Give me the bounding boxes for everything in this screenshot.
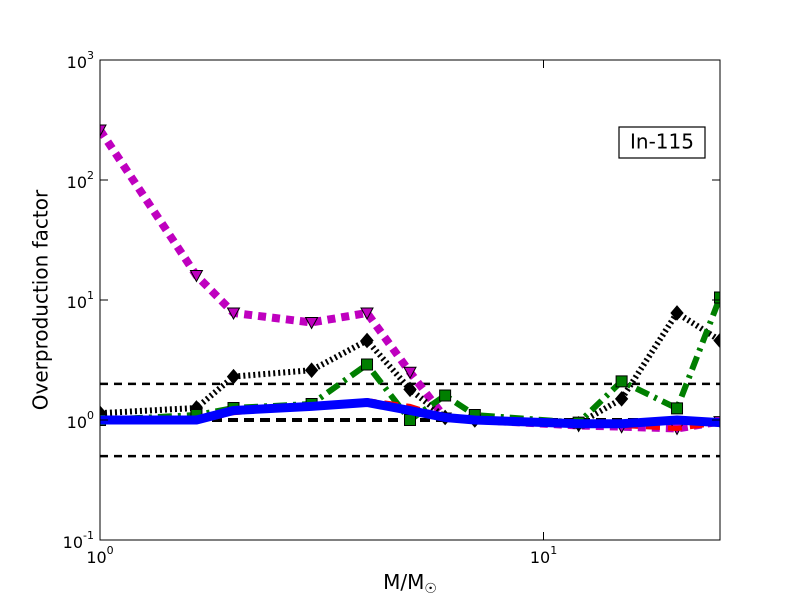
tick-label-exp: -1 [83, 529, 94, 542]
tick-label: 101 [67, 289, 94, 312]
tick-label-exp: 1 [550, 544, 557, 557]
marker [614, 391, 629, 407]
tick-label: 101 [530, 544, 557, 567]
tick-label: 10-1 [63, 529, 94, 552]
marker [226, 368, 241, 385]
marker [615, 375, 628, 388]
annotation-box [618, 126, 706, 159]
y-axis-label: Overproduction factor [29, 189, 53, 410]
tick-label-base: 10 [67, 173, 87, 192]
tick-label-exp: 0 [87, 409, 94, 422]
tick-label: 100 [67, 409, 94, 432]
tick-label: 102 [67, 169, 94, 192]
marker [670, 305, 684, 321]
series-line [100, 397, 720, 429]
x-axis-label-main: M/M [383, 570, 424, 594]
marker [361, 358, 374, 371]
tick-label-base: 10 [530, 548, 550, 567]
tick-label: 103 [67, 49, 94, 72]
marker [304, 362, 319, 378]
marker [403, 366, 417, 380]
tick-label-base: 10 [67, 413, 87, 432]
tick-label-exp: 3 [87, 49, 94, 62]
marker [403, 381, 417, 398]
tick-label: 100 [86, 544, 113, 567]
marker [100, 124, 107, 138]
tick-label-base: 10 [67, 53, 87, 72]
marker [671, 402, 684, 415]
tick-label-exp: 1 [87, 289, 94, 302]
marker [713, 332, 720, 349]
annotation: In-115 [630, 130, 694, 154]
tick-label-base: 10 [63, 533, 83, 552]
marker [226, 307, 241, 320]
tick-label-base: 10 [67, 293, 87, 312]
marker [360, 307, 374, 320]
tick-label-exp: 2 [87, 169, 94, 182]
marker [189, 270, 204, 283]
marker [304, 316, 319, 330]
x-axis-label: M/M☉ [383, 570, 437, 598]
plot-area [100, 124, 720, 458]
tick-label-exp: 0 [107, 544, 114, 557]
tick-label-base: 10 [86, 548, 106, 567]
x-axis-label-sub: ☉ [424, 581, 437, 597]
marker [360, 332, 374, 349]
marker [404, 414, 416, 426]
marker [439, 389, 452, 402]
